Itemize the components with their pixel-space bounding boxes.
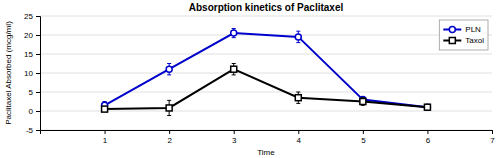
point bbox=[424, 104, 430, 110]
legend-label: Taxol bbox=[465, 36, 484, 45]
y-tick-label: 10 bbox=[24, 69, 33, 78]
series-line bbox=[105, 33, 428, 107]
plot-area bbox=[102, 29, 431, 116]
y-tick-mark bbox=[36, 92, 40, 93]
error-bar bbox=[232, 64, 236, 75]
legend-box bbox=[439, 20, 488, 50]
legend-marker bbox=[449, 38, 455, 44]
title: Absorption kinetics of Paclitaxel bbox=[189, 2, 344, 13]
y-tick-label: -5 bbox=[26, 126, 34, 135]
x-tick-mark bbox=[363, 130, 364, 134]
x-tick-label: 6 bbox=[426, 136, 431, 145]
x-tick-mark bbox=[492, 130, 493, 134]
y-tick-mark bbox=[36, 73, 40, 74]
y-tick-label: 20 bbox=[24, 31, 33, 40]
legend-label: PLN bbox=[465, 25, 481, 34]
error-bar bbox=[296, 31, 300, 42]
y-tick-mark bbox=[36, 16, 40, 17]
y-tick: 10 bbox=[24, 69, 40, 78]
y-tick: 15 bbox=[24, 50, 40, 59]
point bbox=[295, 34, 301, 40]
x-tick-mark bbox=[234, 130, 235, 134]
y-tick: 25 bbox=[24, 12, 40, 21]
y-axis-line bbox=[36, 17, 41, 131]
point bbox=[360, 99, 366, 105]
y-tick-mark bbox=[36, 111, 40, 112]
x-axis-line bbox=[41, 131, 493, 135]
legend-item: PLN bbox=[443, 25, 481, 34]
legend: PLN Taxol bbox=[439, 20, 488, 50]
x-tick-mark bbox=[427, 130, 428, 134]
x-tick: 4 bbox=[297, 130, 302, 145]
grid-line bbox=[40, 54, 492, 55]
point bbox=[424, 104, 430, 110]
x-tick: 7 bbox=[490, 130, 495, 145]
x-tick: 1 bbox=[103, 130, 108, 145]
y-grid bbox=[40, 16, 492, 130]
y-tick-label: 15 bbox=[24, 50, 33, 59]
y-tick-label: 5 bbox=[29, 88, 34, 97]
point bbox=[166, 105, 172, 111]
error-bar bbox=[296, 92, 300, 103]
y-tick-mark bbox=[36, 35, 40, 36]
point bbox=[231, 30, 237, 36]
point bbox=[166, 66, 172, 72]
point bbox=[295, 95, 301, 101]
y-tick-label: 0 bbox=[29, 107, 34, 116]
x-tick-label: 7 bbox=[490, 136, 495, 145]
y-tick-mark bbox=[36, 130, 40, 131]
x-tick: 3 bbox=[232, 130, 237, 145]
legend-item: Taxol bbox=[443, 36, 484, 45]
y-tick: 0 bbox=[29, 107, 40, 116]
x-tick-label: 3 bbox=[232, 136, 237, 145]
y-tick: -5 bbox=[26, 126, 40, 135]
x-axis-title: Time bbox=[257, 148, 275, 157]
point bbox=[102, 106, 108, 112]
y-tick: 5 bbox=[29, 88, 40, 97]
y-axis-title: Paclitaxel Absorbed (mcg/ml) bbox=[4, 21, 13, 125]
error-bar bbox=[167, 64, 171, 75]
x-tick-label: 4 bbox=[297, 136, 302, 145]
x-tick-mark bbox=[169, 130, 170, 134]
error-bar bbox=[361, 98, 365, 106]
y-tick-mark bbox=[36, 54, 40, 55]
legend-marker bbox=[449, 27, 455, 33]
series-line bbox=[105, 69, 428, 109]
point bbox=[231, 66, 237, 72]
series bbox=[102, 64, 431, 116]
x-tick-label: 1 bbox=[103, 136, 108, 145]
y-tick: 20 bbox=[24, 31, 40, 40]
y-axis: -5 0 5 10 15 20 25 bbox=[24, 12, 40, 135]
error-bar bbox=[167, 100, 171, 115]
grid-line bbox=[40, 92, 492, 93]
x-tick: 6 bbox=[426, 130, 431, 145]
y-tick-label: 25 bbox=[24, 12, 33, 21]
grid-line bbox=[40, 16, 492, 17]
chart: 1 2 3 4 5 6 7 -5 0 5 10 15 20 25 Absorption kinetics o… bbox=[0, 0, 500, 158]
error-bar bbox=[232, 29, 236, 38]
x-tick-label: 5 bbox=[361, 136, 366, 145]
x-tick: 5 bbox=[361, 130, 366, 145]
x-tick-mark bbox=[298, 130, 299, 134]
x-tick-label: 2 bbox=[167, 136, 172, 145]
series bbox=[102, 29, 431, 111]
grid-line bbox=[40, 73, 492, 74]
x-axis: 1 2 3 4 5 6 7 bbox=[41, 130, 496, 145]
x-tick: 2 bbox=[167, 130, 172, 145]
x-tick-mark bbox=[105, 130, 106, 134]
